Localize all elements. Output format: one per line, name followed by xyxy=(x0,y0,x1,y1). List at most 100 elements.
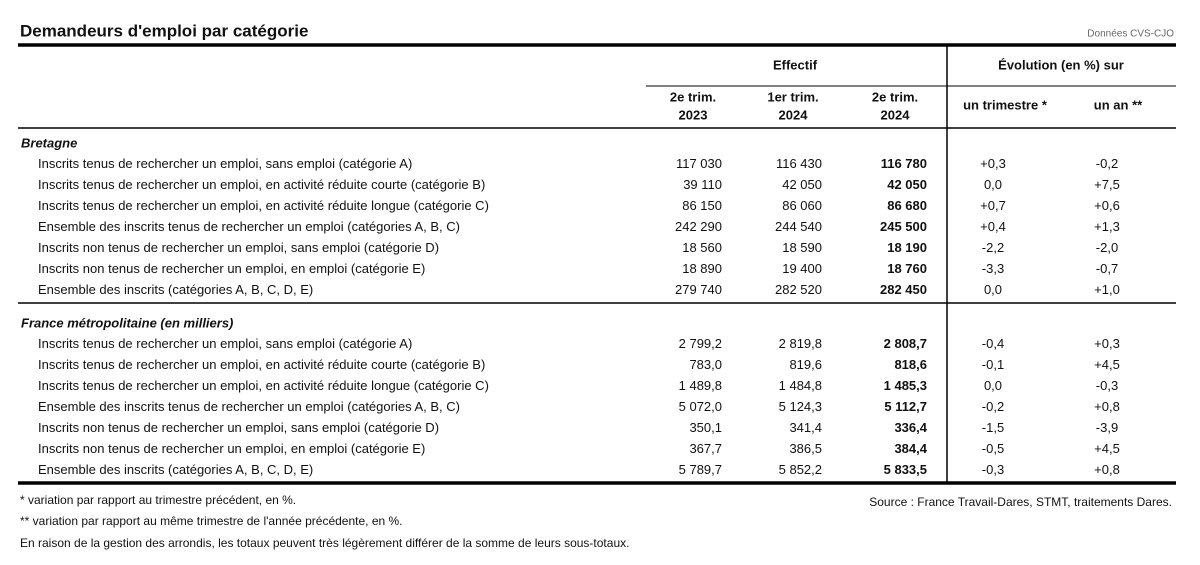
cell: 2 799,2 xyxy=(679,336,722,351)
cell: 5 833,5 xyxy=(884,462,927,477)
cell: 2 808,7 xyxy=(884,336,927,351)
cell: 384,4 xyxy=(894,441,927,456)
row-label: Ensemble des inscrits tenus de recherche… xyxy=(38,399,460,414)
cell: 2 819,8 xyxy=(779,336,822,351)
section-title: France métropolitaine (en milliers) xyxy=(21,315,233,330)
cell: +0,4 xyxy=(980,219,1006,234)
cell: 386,5 xyxy=(789,441,822,456)
cell: 86 150 xyxy=(682,198,722,213)
cell: -0,5 xyxy=(982,441,1004,456)
cell: 86 060 xyxy=(782,198,822,213)
column-header: 2e trim. xyxy=(670,89,716,104)
cell: +4,5 xyxy=(1094,357,1120,372)
cell: -2,2 xyxy=(982,240,1004,255)
cell: 86 680 xyxy=(887,198,927,213)
cell: 0,0 xyxy=(984,177,1002,192)
cell: +0,6 xyxy=(1094,198,1120,213)
column-header: 2024 xyxy=(881,107,911,122)
row-label: Inscrits tenus de rechercher un emploi, … xyxy=(38,177,485,192)
column-header: un trimestre * xyxy=(963,97,1048,112)
row-label: Ensemble des inscrits tenus de recherche… xyxy=(38,219,460,234)
cell: 18 590 xyxy=(782,240,822,255)
row-label: Ensemble des inscrits (catégories A, B, … xyxy=(38,462,313,477)
cell: -1,5 xyxy=(982,420,1004,435)
cell: 42 050 xyxy=(782,177,822,192)
data-note: Données CVS-CJO xyxy=(1087,29,1174,40)
cell: -0,3 xyxy=(1096,378,1118,393)
footnote: * variation par rapport au trimestre pré… xyxy=(20,493,296,507)
column-header: 2024 xyxy=(779,107,809,122)
footnote: En raison de la gestion des arrondis, le… xyxy=(20,536,629,550)
cell: -0,1 xyxy=(982,357,1004,372)
cell: 5 072,0 xyxy=(679,399,722,414)
cell: -0,3 xyxy=(982,462,1004,477)
row-label: Inscrits tenus de rechercher un emploi, … xyxy=(38,156,412,171)
cell: +7,5 xyxy=(1094,177,1120,192)
cell: -3,9 xyxy=(1096,420,1118,435)
column-header: 1er trim. xyxy=(767,89,818,104)
cell: 245 500 xyxy=(880,219,927,234)
row-label: Inscrits non tenus de rechercher un empl… xyxy=(38,261,425,276)
cell: 244 540 xyxy=(775,219,822,234)
cell: 18 760 xyxy=(887,261,927,276)
row-label: Inscrits tenus de rechercher un emploi, … xyxy=(38,336,412,351)
cell: 279 740 xyxy=(675,282,722,297)
cell: 42 050 xyxy=(887,177,927,192)
cell: 1 485,3 xyxy=(884,378,927,393)
cell: +4,5 xyxy=(1094,441,1120,456)
title: Demandeurs d'emploi par catégorie xyxy=(20,21,308,40)
cell: +0,8 xyxy=(1094,399,1120,414)
group-header: Effectif xyxy=(773,57,818,72)
cell: -0,7 xyxy=(1096,261,1118,276)
cell: 18 190 xyxy=(887,240,927,255)
cell: -0,4 xyxy=(982,336,1004,351)
cell: 1 489,8 xyxy=(679,378,722,393)
cell: 5 789,7 xyxy=(679,462,722,477)
cell: 5 112,7 xyxy=(884,399,927,414)
cell: 19 400 xyxy=(782,261,822,276)
source: Source : France Travail-Dares, STMT, tra… xyxy=(869,495,1172,509)
cell: +0,3 xyxy=(1094,336,1120,351)
cell: 5 124,3 xyxy=(779,399,822,414)
cell: 350,1 xyxy=(689,420,722,435)
cell: 282 520 xyxy=(775,282,822,297)
row-label: Inscrits tenus de rechercher un emploi, … xyxy=(38,198,489,213)
cell: 341,4 xyxy=(789,420,822,435)
cell: +1,3 xyxy=(1094,219,1120,234)
cell: 117 030 xyxy=(676,156,722,171)
cell: 367,7 xyxy=(689,441,722,456)
cell: 783,0 xyxy=(689,357,722,372)
column-header: un an ** xyxy=(1094,97,1143,112)
cell: 116 430 xyxy=(776,156,822,171)
cell: 242 290 xyxy=(675,219,722,234)
cell: -0,2 xyxy=(1096,156,1118,171)
cell: 819,6 xyxy=(789,357,822,372)
cell: -3,3 xyxy=(982,261,1004,276)
row-label: Inscrits non tenus de rechercher un empl… xyxy=(38,240,439,255)
cell: +0,7 xyxy=(980,198,1006,213)
section-title: Bretagne xyxy=(21,135,77,150)
column-header: 2023 xyxy=(679,107,708,122)
cell: 336,4 xyxy=(894,420,927,435)
row-label: Inscrits non tenus de rechercher un empl… xyxy=(38,420,439,435)
row-label: Ensemble des inscrits (catégories A, B, … xyxy=(38,282,313,297)
cell: 18 560 xyxy=(682,240,722,255)
column-header: 2e trim. xyxy=(872,89,918,104)
group-header: Évolution (en %) sur xyxy=(998,57,1124,72)
cell: -2,0 xyxy=(1096,240,1118,255)
cell: 282 450 xyxy=(880,282,927,297)
cell: 39 110 xyxy=(683,177,722,192)
cell: 5 852,2 xyxy=(779,462,822,477)
row-label: Inscrits non tenus de rechercher un empl… xyxy=(38,441,425,456)
cell: 1 484,8 xyxy=(779,378,822,393)
cell: 0,0 xyxy=(984,282,1002,297)
cell: -0,2 xyxy=(982,399,1004,414)
footnote: ** variation par rapport au même trimest… xyxy=(20,514,403,528)
cell: 18 890 xyxy=(682,261,722,276)
cell: +1,0 xyxy=(1094,282,1120,297)
cell: +0,3 xyxy=(980,156,1006,171)
cell: 818,6 xyxy=(894,357,927,372)
cell: 0,0 xyxy=(984,378,1002,393)
